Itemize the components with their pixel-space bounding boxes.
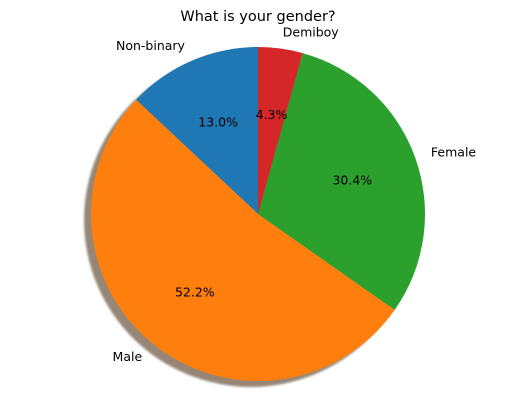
pie-slice-male [91,99,395,381]
pie-slice-female [258,53,425,310]
pie-slices [91,47,425,381]
slice-label-demiboy: Demiboy [283,24,340,39]
chart-title: What is your gender? [180,9,335,25]
pct-label-demiboy: 4.3% [256,107,288,122]
slice-label-female: Female [431,144,477,159]
pie-labels: Non-binary 13.0% Male 52.2% Female 30.4% Demib… [113,24,477,364]
pct-label-female: 30.4% [332,173,372,188]
pct-label-male: 52.2% [175,284,215,299]
pie-slice-demiboy [258,47,303,214]
pie-slice-non-binary [136,47,258,214]
slice-label-male: Male [113,349,143,364]
pct-label-non-binary: 13.0% [198,115,238,130]
slice-label-non-binary: Non-binary [116,38,186,53]
